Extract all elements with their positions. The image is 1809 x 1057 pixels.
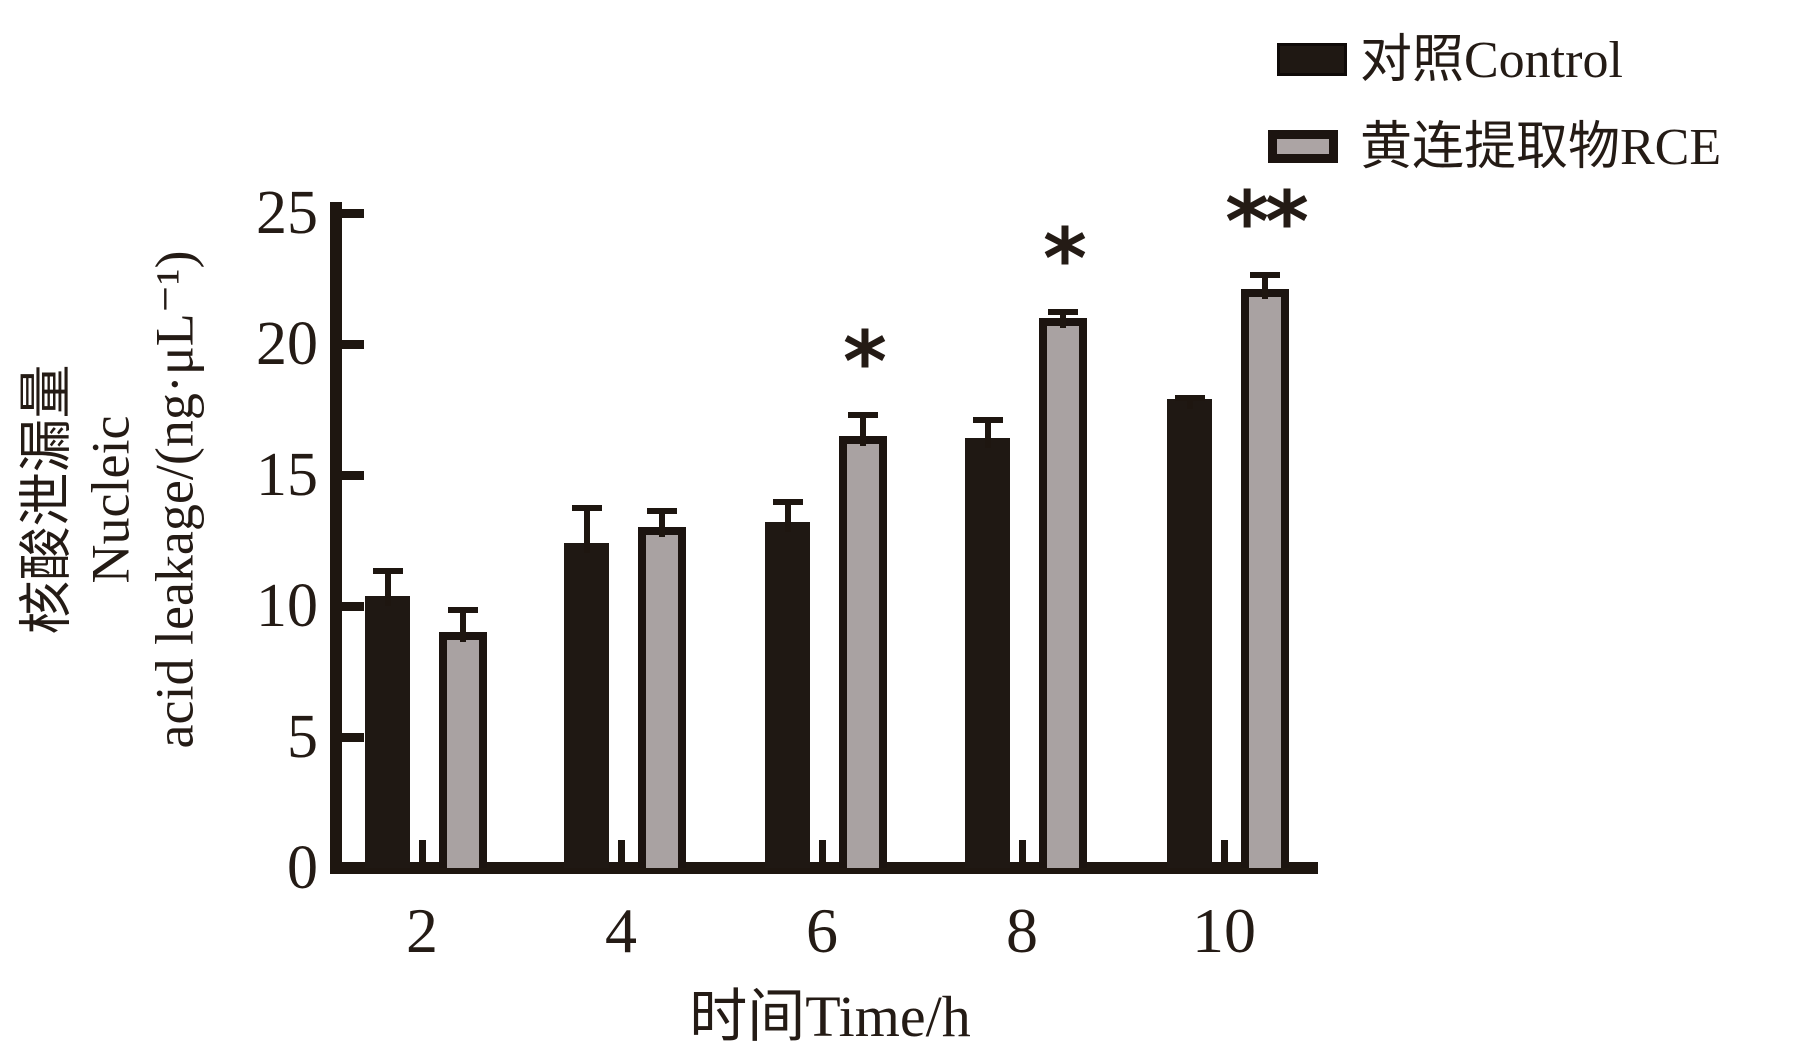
y-tick-label: 15	[256, 441, 318, 509]
x-tick-label: 10	[1192, 895, 1256, 966]
error-bar-cap	[848, 412, 878, 419]
x-tick-label: 8	[1006, 895, 1038, 966]
error-bar-stem	[985, 417, 991, 449]
error-bar-cap	[1175, 395, 1205, 402]
error-bar-stem	[1060, 308, 1066, 328]
control-bar	[365, 595, 410, 868]
legend-swatch-control	[1277, 43, 1347, 76]
control-bar	[965, 438, 1010, 868]
control-bar	[564, 543, 609, 868]
y-tick-mark	[342, 601, 364, 611]
error-bar-stem	[584, 505, 590, 554]
x-tick-label: 6	[806, 895, 838, 966]
y-tick-label: 20	[256, 310, 318, 378]
y-axis-line	[330, 202, 342, 874]
y-tick-mark	[342, 470, 364, 480]
error-bar-cap	[647, 507, 677, 514]
significance-star: *	[843, 313, 887, 412]
error-bar-stem	[460, 607, 466, 643]
error-bar-cap	[1250, 271, 1280, 278]
error-bar-cap	[1048, 308, 1078, 315]
error-bar-stem	[785, 498, 791, 533]
legend-swatch-rce	[1268, 130, 1338, 163]
x-tick-mark	[1019, 840, 1026, 864]
error-bar-stem	[659, 507, 665, 538]
y-tick-label: 5	[287, 703, 318, 771]
rce-bar	[1241, 288, 1289, 868]
y-tick-label: 0	[287, 834, 318, 902]
x-axis-title: 时间Time/h	[689, 984, 971, 1049]
error-bar-stem	[1262, 271, 1268, 299]
y-tick-label: 10	[256, 572, 318, 640]
x-tick-mark	[419, 840, 426, 864]
y-tick-label: 25	[256, 179, 318, 247]
legend-label-control: 对照Control	[1360, 32, 1623, 89]
rce-bar	[638, 527, 686, 868]
error-bar-cap	[448, 607, 478, 614]
x-tick-label: 2	[406, 895, 438, 966]
rce-bar	[839, 435, 887, 868]
legend-label-rce: 黄连提取物RCE	[1360, 119, 1722, 176]
x-tick-mark	[819, 840, 826, 864]
x-tick-mark	[618, 840, 625, 864]
x-tick-label: 4	[605, 895, 637, 966]
error-bar-cap	[572, 505, 602, 512]
y-tick-mark	[342, 208, 364, 218]
control-bar	[765, 522, 810, 868]
error-bar-stem	[385, 568, 391, 606]
significance-star: **	[1225, 172, 1309, 271]
y-tick-mark	[342, 339, 364, 349]
error-bar-cap	[773, 498, 803, 505]
rce-bar	[1039, 317, 1087, 868]
error-bar-cap	[973, 417, 1003, 424]
error-bar-cap	[373, 568, 403, 574]
y-tick-mark	[342, 732, 364, 742]
error-bar-stem	[860, 412, 866, 446]
x-tick-mark	[1221, 840, 1228, 864]
error-bar-stem	[1187, 395, 1193, 409]
significance-star: *	[1043, 209, 1087, 308]
rce-bar	[439, 632, 487, 868]
control-bar	[1167, 399, 1212, 868]
